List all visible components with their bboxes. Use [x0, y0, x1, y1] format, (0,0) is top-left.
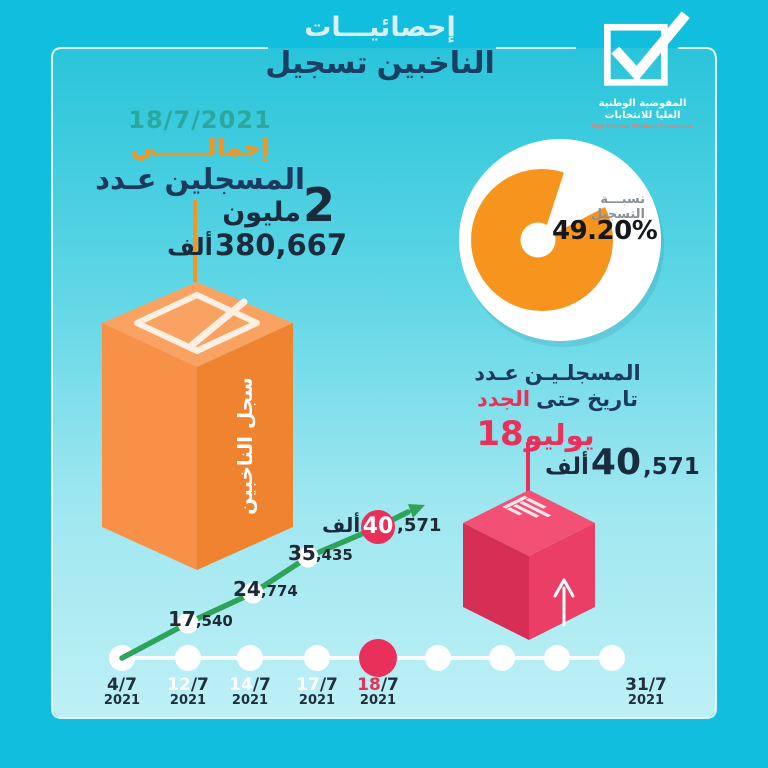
timeline-dot-active [359, 639, 397, 677]
new-registrants-header: عـدد المسجلـيـن الجدد حتى تاريخ 18 يوليو [440, 360, 675, 454]
point1-main: 17 [168, 607, 196, 631]
timeline-label-12-7: 12/7 2021 [158, 676, 218, 708]
point1-rest: ,540 [195, 612, 233, 630]
timeline-dot [489, 645, 515, 671]
new-registrants-value: ألف 40 ,571 [545, 444, 700, 482]
value-millions: 2 [302, 178, 335, 232]
timeline-dot [544, 645, 570, 671]
ballot-envelope-icon [134, 292, 260, 354]
data-point-label-2: 24 ,774 [233, 577, 298, 601]
title-word-tasjeel: تسجيل [265, 46, 368, 81]
voter-registry-box [102, 282, 293, 570]
thousands-row: ألف 380,667 [167, 228, 347, 262]
unit-thousand: ألف [167, 233, 213, 261]
new-registrants-cube [463, 490, 595, 640]
report-date: 18/7/2021 [128, 106, 272, 134]
year: 2021 [231, 693, 269, 708]
millions-row: مليون 2 [185, 182, 347, 228]
timeline-label-4-7: 4/7 2021 [92, 676, 152, 708]
day: 31 [625, 675, 649, 695]
new-line2: الجدد حتى تاريخ [440, 386, 675, 412]
page-title: إحصائيـــات تسجيل الناخبين [265, 12, 495, 81]
timeline-dot [175, 645, 201, 671]
new-value-main: 40 [590, 442, 642, 483]
month: /7 [380, 675, 399, 695]
new-value-rest: ,571 [643, 454, 700, 480]
ballot-check-icon [604, 11, 690, 86]
point3-main: 35 [288, 541, 316, 565]
year: 2021 [359, 693, 397, 708]
title-line1: إحصائيـــات [304, 12, 456, 43]
year: 2021 [298, 693, 336, 708]
unit-million: مليون [222, 197, 301, 228]
value-thousands: 380,667 [214, 228, 347, 262]
month: /7 [118, 675, 137, 695]
timeline-label-14-7: 14/7 2021 [220, 676, 280, 708]
point2-main: 24 [233, 577, 261, 601]
word-adad: عـدد [95, 162, 157, 196]
up-arrow-icon [553, 578, 575, 627]
new-date-month: يوليو [524, 418, 595, 452]
point3-rest: ,435 [315, 546, 353, 564]
timeline-label-18-7: 18/7 2021 [348, 676, 408, 708]
word-tareekh: تاريخ [587, 387, 638, 411]
logo-text-line1: المفوضية الوطنية [598, 98, 687, 109]
year: 2021 [169, 693, 207, 708]
year: 2021 [627, 693, 665, 708]
word-adad2: عـدد [474, 361, 519, 385]
registered-count-label: عـدد المسجلين [85, 162, 315, 196]
timeline-dot [237, 645, 263, 671]
bar-chart-icon [502, 495, 552, 518]
word-hatta: حتى [536, 387, 582, 411]
final-point-main: 40 [362, 514, 394, 539]
year: 2021 [103, 693, 141, 708]
day: 4 [107, 675, 119, 695]
data-point-label-3: 35 ,435 [288, 541, 353, 565]
month: /7 [648, 675, 667, 695]
day: 12 [167, 675, 191, 695]
logo-text-line2: العليا للانتخابات [604, 110, 681, 121]
data-point-label-1: 17 ,540 [168, 607, 233, 631]
new-value-unit: ألف [545, 454, 589, 480]
word-musajjileen2: المسجلـيـن [524, 361, 641, 385]
month: /7 [319, 675, 338, 695]
total-registered-value: مليون 2 ألف 380,667 [167, 182, 347, 262]
new-line1: عـدد المسجلـيـن [440, 360, 675, 386]
total-label: إجمالــــــي [130, 133, 270, 162]
timeline-dot [425, 645, 451, 671]
month: /7 [252, 675, 271, 695]
point2-rest: ,774 [260, 582, 298, 600]
pink-connector-line [526, 442, 530, 494]
final-point-unit: ألف [322, 513, 361, 537]
timeline-label-31-7: 31/7 2021 [616, 676, 676, 708]
final-point-rest: ,571 [397, 515, 442, 536]
day: 17 [296, 675, 320, 695]
word-judud: الجدد [477, 387, 531, 411]
timeline-label-17-7: 17/7 2021 [287, 676, 347, 708]
logo-text-english: High National Elections Commission [591, 124, 694, 130]
day: 14 [229, 675, 253, 695]
word-musajjileen: المسجلين [164, 162, 305, 196]
new-date: 18 يوليو [418, 414, 653, 454]
new-date-day: 18 [476, 414, 524, 454]
hnec-logo: المفوضية الوطنية العليا للانتخابات High … [575, 10, 710, 130]
registration-percentage: 49.20% [552, 216, 658, 246]
month: /7 [190, 675, 209, 695]
donut-label-line2: التسجيل [590, 207, 645, 222]
timeline-dot [304, 645, 330, 671]
donut-label-line1: نسبـــة [600, 192, 645, 207]
orange-connector-line [193, 200, 197, 282]
registration-donut-chart [459, 139, 664, 347]
timeline-dot [599, 645, 625, 671]
day: 18 [357, 675, 381, 695]
donut-label: نسبـــة التسجيل [573, 192, 645, 222]
total-registered-header: 18/7/2021 إجمالــــــي عـدد المسجلين [85, 106, 315, 196]
title-line2: تسجيل الناخبين [265, 46, 495, 81]
growth-line-chart [119, 504, 425, 661]
title-word-nakhbeen: الناخبين [376, 46, 495, 81]
